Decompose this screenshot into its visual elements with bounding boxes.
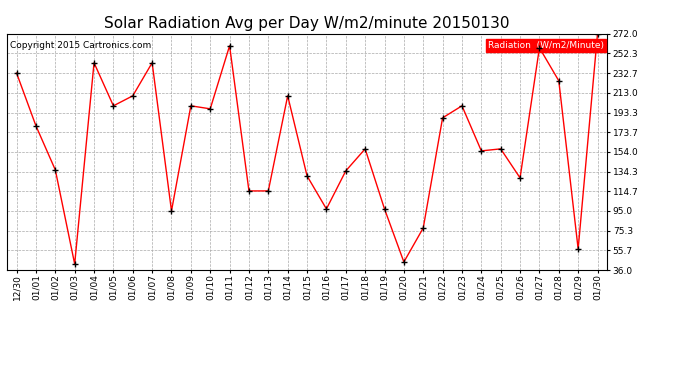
Title: Solar Radiation Avg per Day W/m2/minute 20150130: Solar Radiation Avg per Day W/m2/minute … — [104, 16, 510, 31]
Text: Copyright 2015 Cartronics.com: Copyright 2015 Cartronics.com — [10, 41, 151, 50]
Text: Radiation  (W/m2/Minute): Radiation (W/m2/Minute) — [489, 41, 604, 50]
